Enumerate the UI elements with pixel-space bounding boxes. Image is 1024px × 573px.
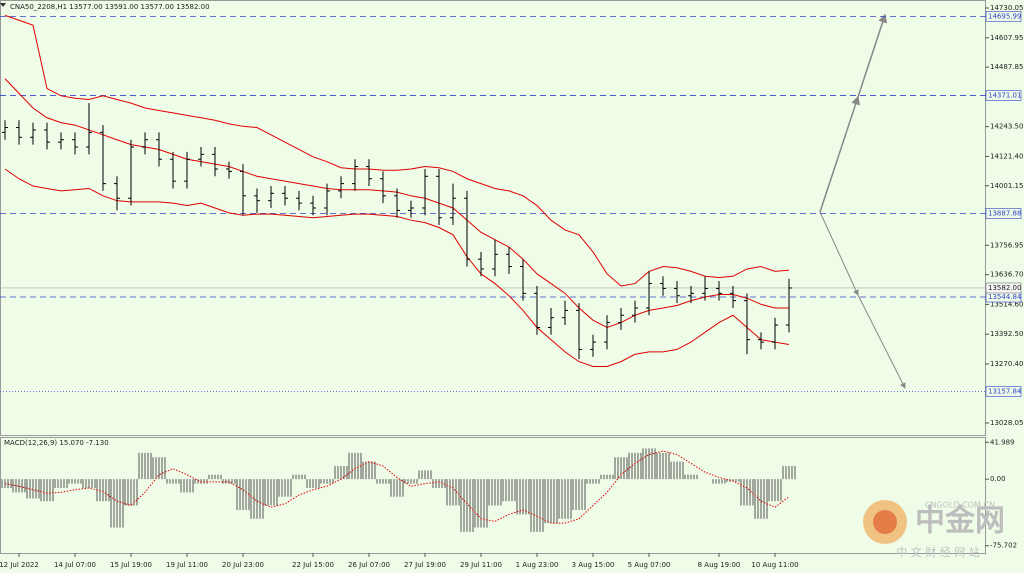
y-tick-label: 14607.95	[990, 34, 1023, 42]
x-tick-label: 1 Aug 23:00	[516, 561, 559, 569]
signal-line	[4, 450, 790, 524]
x-tick-label: 14 Jul 07:00	[54, 561, 96, 569]
logo-site: CNGOLD.COM.CN	[925, 501, 995, 510]
logo-inner	[873, 510, 897, 534]
y-tick-label: 14730.05	[990, 4, 1023, 12]
level-box	[985, 208, 1022, 219]
x-tick-label: 26 Jul 07:00	[348, 561, 390, 569]
price-panel	[0, 0, 986, 436]
level-label: 13544.84	[988, 293, 1022, 301]
y-tick-label: 41.989	[990, 438, 1015, 446]
level-label: 13887.88	[988, 209, 1021, 217]
y-tick-label: 14001.15	[990, 182, 1023, 190]
current-price-box	[985, 282, 1022, 294]
y-tick-label: 13028.05	[990, 419, 1023, 427]
x-tick-label: 12 Jul 2022	[0, 561, 39, 569]
current-price-label: 13582.00	[988, 284, 1021, 292]
x-tick-label: 3 Aug 15:00	[572, 561, 615, 569]
level-label: 14695.99	[988, 12, 1021, 20]
x-tick-label: 5 Aug 07:00	[628, 561, 671, 569]
y-tick-label: 13270.40	[990, 360, 1023, 368]
x-tick-label: 29 Jul 11:00	[460, 561, 502, 569]
level-label: 13157.84	[988, 387, 1022, 395]
macd-panel	[0, 437, 986, 554]
y-tick-label: 14121.40	[990, 152, 1023, 160]
x-tick-label: 10 Aug 11:00	[751, 561, 798, 569]
y-tick-label: 14243.50	[990, 123, 1023, 131]
x-tick-label: 20 Jul 23:00	[222, 561, 264, 569]
x-tick-label: 19 Jul 11:00	[166, 561, 208, 569]
watermark: 中金网 CNGOLD.COM.CN 中 文 财 经 网 站	[863, 500, 1005, 559]
bollinger-upper	[4, 14, 790, 287]
level-box	[985, 11, 1022, 22]
level-box	[985, 90, 1022, 101]
projection-arrow-up	[819, 13, 887, 213]
level-box	[985, 386, 1022, 397]
x-tick-label: 27 Jul 19:00	[404, 561, 446, 569]
level-label: 14371.01	[988, 92, 1021, 100]
y-tick-label: 13756.95	[990, 241, 1023, 249]
logo-tagline: 中 文 财 经 网 站	[896, 545, 979, 559]
macd-title: MACD(12,26,9) 15.070 -7.130	[4, 439, 109, 447]
chart-title: CNA50_2208,H1 13577.00 13591.00 13577.00…	[10, 3, 210, 11]
y-tick-label: 14487.85	[990, 63, 1023, 71]
y-tick-label: 13514.60	[990, 300, 1023, 308]
x-tick-label: 15 Jul 19:00	[110, 561, 152, 569]
menu-triangle	[0, 3, 6, 7]
x-tick-label: 22 Jul 15:00	[292, 561, 334, 569]
y-tick-label: 0.00	[990, 475, 1006, 483]
y-tick-label: -75.702	[990, 542, 1017, 550]
logo-name: 中金网	[915, 504, 1005, 539]
x-tick-label: 8 Aug 19:00	[698, 561, 741, 569]
y-tick-label: 13636.70	[990, 271, 1023, 279]
projection-arrow-down	[819, 211, 906, 389]
y-tick-label: 13392.50	[990, 330, 1023, 338]
